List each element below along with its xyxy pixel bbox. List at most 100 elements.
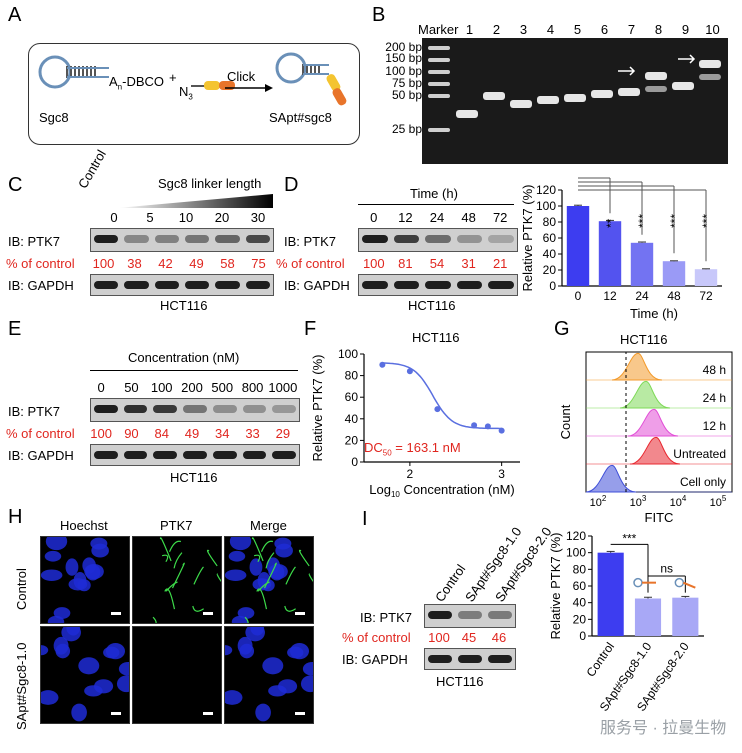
aptamer-icon [674,577,685,588]
d-ib-top: IB: PTK7 [284,234,337,249]
nucleus [228,550,246,562]
h-image-control-ptk7 [132,536,222,624]
blot-band [94,281,119,289]
gel-lane-band [510,100,532,108]
x-axis-label: Time (h) [630,306,678,321]
c-ib-top: IB: PTK7 [8,234,61,249]
h-image-sapt-hoechst [40,626,130,724]
watermark: 服务号 · 拉曼生物 [600,720,727,737]
e-lane-labels: 0 50 100 200 500 800 1000 [86,380,298,396]
d-lane-labels: 0 12 24 48 72 [358,210,516,226]
i-ib-top: IB: PTK7 [360,610,413,625]
gel-ladder-band [428,58,450,62]
e-blot-ptk7 [90,398,300,422]
gel-ladder-labels: 200 bp 150 bp 100 bp 75 bp 50 bp 25 bp [372,38,422,138]
gel-ladder-band [428,128,450,132]
gel-lane-band [564,94,586,102]
gel-ladder-label: 100 bp [385,64,422,78]
c-ib-bottom: IB: GAPDH [8,278,74,293]
blot-band [425,235,451,243]
d-lane-labels-item: 48 [461,210,476,225]
gel-lane-band [591,90,613,98]
gel-lane-band [537,96,559,104]
panel-label-b: B [372,4,386,26]
aptamer-icon [633,577,643,588]
i-lane-label: Control [432,561,469,605]
bar [672,597,699,636]
bar [630,242,654,286]
membrane-signal [256,588,268,610]
d-pct-values-item: 21 [492,256,508,271]
membrane-signal [161,554,169,563]
histogram-peak [611,352,663,381]
gel-lane-band [699,74,721,80]
i-pct-values-item: 45 [461,630,477,645]
y-tick-label: 120 [566,529,586,543]
y-tick-label: 100 [566,546,586,560]
blot-band [153,405,178,413]
gel-lane-labels-item: 7 [627,22,636,37]
c-blot-ptk7 [90,228,274,252]
nucleus [239,643,255,659]
membrane-signal [165,581,178,592]
nucleus [116,675,129,693]
e-lane-labels-item: 100 [150,380,173,395]
nucleus [91,543,109,558]
d-pct-values-item: 100 [362,256,385,271]
click-label: Click [227,69,256,84]
gel-lane-band [456,110,478,118]
nucleus [78,657,100,675]
d-ib-bottom: IB: GAPDH [284,278,350,293]
product-label: SApt#sgc8 [269,110,332,125]
blot-band [215,281,240,289]
nucleus [229,537,252,551]
histogram-peak [619,380,671,409]
blot-band [154,235,179,243]
blot-band [153,451,178,459]
c-pct-values-item: 38 [127,256,142,271]
gel-ladder-label: 50 bp [391,88,422,102]
nucleus [105,642,126,660]
bar [694,269,718,286]
panel-label-e: E [8,318,22,340]
d-blot-ptk7 [358,228,518,252]
x-tick-label: 12 [603,289,617,303]
membrane-signal [284,605,296,612]
blot-band [272,451,296,459]
sgc8-label: Sgc8 [39,110,69,125]
d-lane-labels-item: 12 [398,210,413,225]
nucleus [252,578,272,591]
y-tick-label: 80 [573,562,587,576]
e-pct-values-item: 34 [215,426,230,441]
blot-band [488,235,514,243]
azide-label: N3 [179,84,193,102]
significance-mark: *** [700,214,714,228]
blot-band [185,281,210,289]
x-tick-label: 48 [667,289,681,303]
histogram-peak [627,408,679,437]
bar [662,261,686,286]
gel-lane-band [672,82,694,90]
blot-band [124,281,149,289]
blot-band [183,451,207,459]
blot-band [393,235,420,243]
e-pct-label: % of control [6,426,75,441]
blot-band [94,451,118,459]
y-tick-label: 0 [579,629,586,643]
e-blot-gapdh [90,444,300,466]
membrane-signal [257,581,270,592]
histogram-row-label: 48 h [703,363,726,377]
plus-sign: + [169,70,177,85]
membrane-signal [173,552,183,569]
e-lane-labels-item: 200 [181,380,203,395]
y-tick-label: 40 [543,247,557,261]
gel-arrow [678,54,696,64]
x-tick-label: 103 [630,494,647,509]
panel-label-a: A [8,4,22,26]
x-tick-label: 72 [699,289,713,303]
d-lane-labels-item: 0 [370,210,378,225]
c-cell-line: HCT116 [160,298,208,313]
histogram-row-label: Cell only [680,475,726,489]
nucleus [249,558,263,576]
gel-lane-band [645,86,667,92]
